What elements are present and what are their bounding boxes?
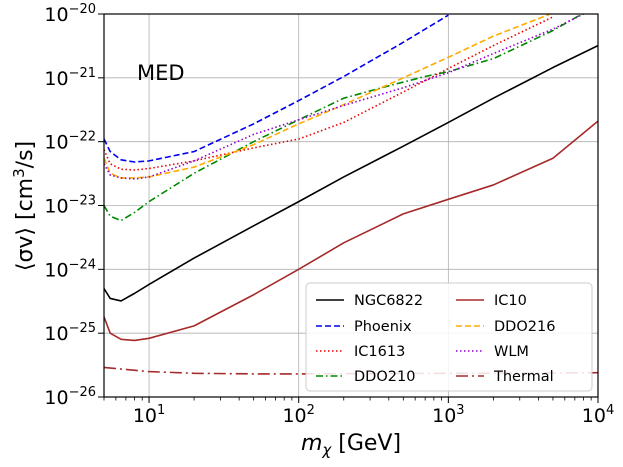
plot-frame: [103, 13, 599, 398]
legend-label-ngc6822: NGC6822: [354, 293, 423, 309]
x-tick-label: 103: [432, 403, 464, 427]
ticks: 101 102 103 104 10−26 10−25 10−24 10−23 10−22 10−…: [44, 2, 614, 427]
y-tick-label: 10−21: [44, 66, 96, 90]
y-tick-label: 10−22: [44, 130, 96, 154]
y-axis-label: ⟨σv⟩ [cm3/s]: [10, 141, 38, 271]
legend-label-thermal: Thermal: [493, 369, 554, 385]
legend: NGC6822 Phoenix IC1613 DDO210 IC10 DDO216 WLM T…: [305, 282, 593, 392]
y-tick-label: 10−25: [44, 321, 96, 345]
y-tick-label: 10−20: [44, 2, 96, 26]
legend-label-ic1613: IC1613: [354, 344, 405, 360]
x-axis-label: mχ [GeV]: [301, 431, 401, 459]
legend-label-ic10: IC10: [494, 293, 527, 309]
series-line-thermal: [104, 366, 598, 375]
y-tick-label: 10−23: [44, 194, 96, 218]
series-line-phoenix: [104, 14, 449, 163]
series-line-wlm: [104, 14, 584, 180]
legend-label-ddo210: DDO210: [354, 369, 415, 385]
x-tick-label: 102: [282, 403, 314, 427]
x-tick-label: 101: [133, 403, 165, 427]
x-tick-label: 104: [582, 403, 614, 427]
legend-label-phoenix: Phoenix: [354, 319, 412, 335]
legend-box: [305, 282, 593, 392]
legend-label-wlm: WLM: [494, 344, 529, 360]
annotation-label: MED: [137, 61, 185, 85]
legend-items: NGC6822 Phoenix IC1613 DDO210 IC10 DDO216 WLM T…: [316, 293, 555, 385]
y-tick-label: 10−24: [44, 257, 96, 281]
series-line-ic10: [104, 120, 598, 342]
series-group: [104, 14, 598, 375]
legend-label-ddo216: DDO216: [494, 319, 555, 335]
series-line-ngc6822: [104, 44, 598, 302]
y-tick-label: 10−26: [44, 385, 96, 409]
